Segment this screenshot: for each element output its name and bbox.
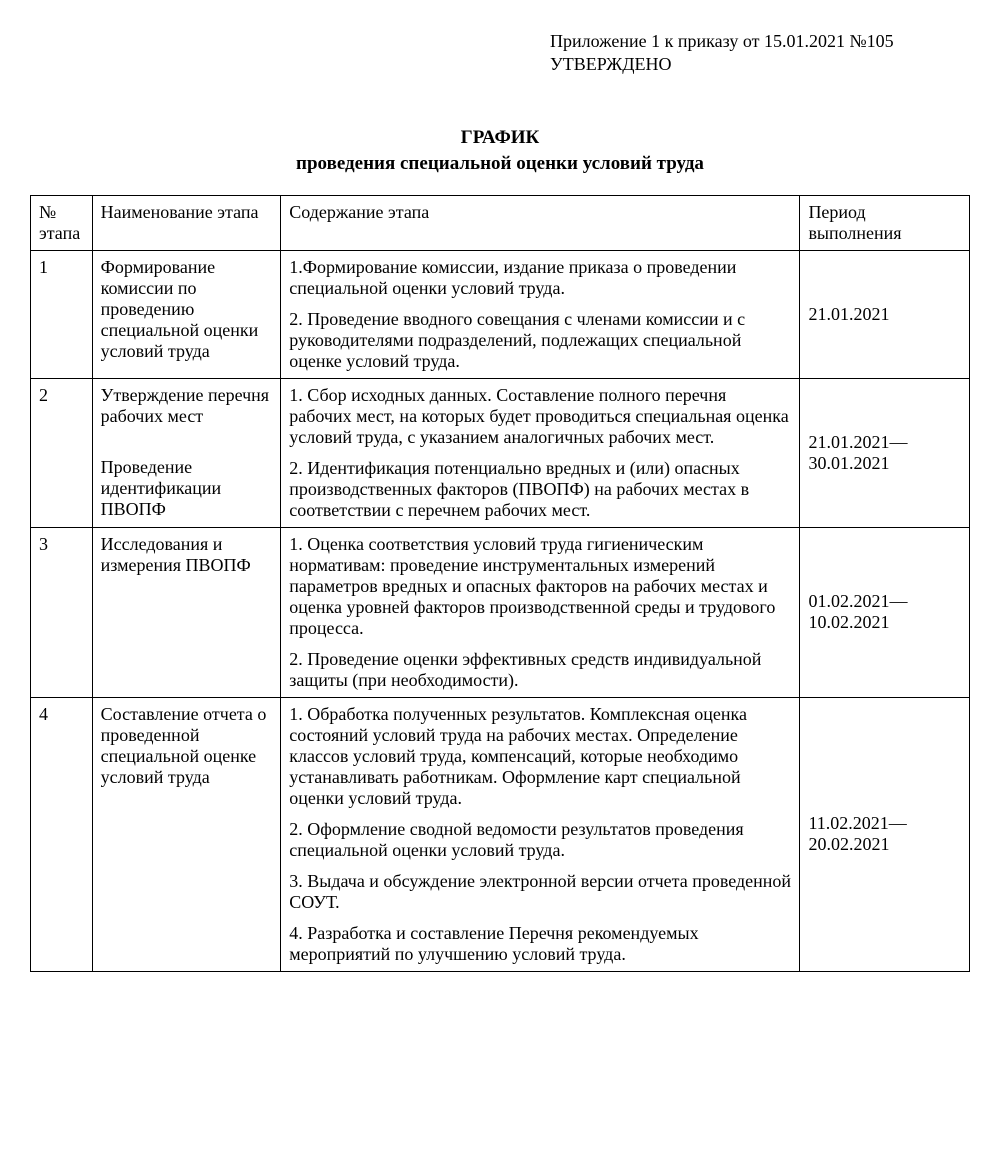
cell-stage-content: 1. Сбор исходных данных. Составление пол…	[281, 378, 800, 527]
table-row: 4Составление отчета о проведенной специа…	[31, 697, 970, 971]
table-header-row: № этапа Наименование этапа Содержание эт…	[31, 195, 970, 250]
col-header-name: Наименование этапа	[92, 195, 281, 250]
content-paragraph: 1. Сбор исходных данных. Составление пол…	[289, 385, 791, 448]
cell-stage-number: 3	[31, 527, 93, 697]
content-paragraph: 1. Обработка полученных результатов. Ком…	[289, 704, 791, 809]
content-paragraph: 2. Оформление сводной ведомости результа…	[289, 819, 791, 861]
document-subtitle: проведения специальной оценки условий тр…	[30, 153, 970, 175]
table-row: 2Утверждение перечня рабочих мест Проведе…	[31, 378, 970, 527]
table-row: 1Формирование комиссии по проведению спе…	[31, 250, 970, 378]
cell-stage-name: Исследования и измерения ПВОПФ	[92, 527, 281, 697]
col-header-content: Содержание этапа	[281, 195, 800, 250]
cell-stage-name: Формирование комиссии по проведению спец…	[92, 250, 281, 378]
cell-stage-content: 1. Оценка соответствия условий труда гиг…	[281, 527, 800, 697]
header-line-1: Приложение 1 к приказу от 15.01.2021 №10…	[550, 30, 970, 53]
stage-name-block: Исследования и измерения ПВОПФ	[101, 534, 273, 576]
content-paragraph: 2. Проведение вводного совещания с члена…	[289, 309, 791, 372]
stage-name-block: Проведение идентификации ПВОПФ	[101, 457, 273, 520]
table-body: 1Формирование комиссии по проведению спе…	[31, 250, 970, 971]
col-header-period: Период выполнения	[800, 195, 970, 250]
content-paragraph: 1. Оценка соответствия условий труда гиг…	[289, 534, 791, 639]
content-paragraph: 2. Идентификация потенциально вредных и …	[289, 458, 791, 521]
cell-stage-period: 11.02.2021—20.02.2021	[800, 697, 970, 971]
cell-stage-name: Составление отчета о проведенной специал…	[92, 697, 281, 971]
table-row: 3Исследования и измерения ПВОПФ 1. Оценка…	[31, 527, 970, 697]
stage-name-block: Формирование комиссии по проведению спец…	[101, 257, 273, 362]
content-paragraph: 2. Проведение оценки эффективных средств…	[289, 649, 791, 691]
content-paragraph: 3. Выдача и обсуждение электронной верси…	[289, 871, 791, 913]
cell-stage-content: 1. Обработка полученных результатов. Ком…	[281, 697, 800, 971]
stage-name-block: Утверждение перечня рабочих мест	[101, 385, 273, 427]
cell-stage-period: 01.02.2021—10.02.2021	[800, 527, 970, 697]
col-header-num: № этапа	[31, 195, 93, 250]
header-attachment-block: Приложение 1 к приказу от 15.01.2021 №10…	[550, 30, 970, 77]
cell-stage-period: 21.01.2021—30.01.2021	[800, 378, 970, 527]
content-paragraph: 4. Разработка и составление Перечня реко…	[289, 923, 791, 965]
document-title: ГРАФИК	[30, 127, 970, 149]
cell-stage-name: Утверждение перечня рабочих мест Проведен…	[92, 378, 281, 527]
cell-stage-number: 2	[31, 378, 93, 527]
cell-stage-number: 4	[31, 697, 93, 971]
content-paragraph: 1.Формирование комиссии, издание приказа…	[289, 257, 791, 299]
cell-stage-content: 1.Формирование комиссии, издание приказа…	[281, 250, 800, 378]
schedule-table: № этапа Наименование этапа Содержание эт…	[30, 195, 970, 972]
stage-name-block: Составление отчета о проведенной специал…	[101, 704, 273, 788]
cell-stage-number: 1	[31, 250, 93, 378]
cell-stage-period: 21.01.2021	[800, 250, 970, 378]
header-line-2: УТВЕРЖДЕНО	[550, 53, 970, 76]
